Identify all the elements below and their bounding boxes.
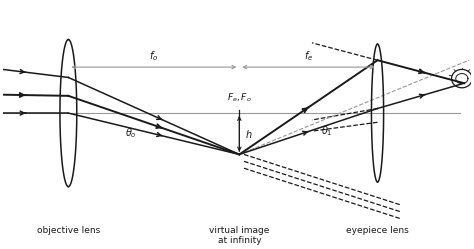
Text: $F_e, F_o$: $F_e, F_o$ xyxy=(227,91,252,104)
Text: eyepiece lens: eyepiece lens xyxy=(346,226,409,235)
Text: $\theta_o$: $\theta_o$ xyxy=(125,126,137,139)
Text: $f_e$: $f_e$ xyxy=(304,49,313,62)
Text: $\theta_1$: $\theta_1$ xyxy=(321,124,333,138)
Text: objective lens: objective lens xyxy=(37,226,100,235)
Text: virtual image
at infinity: virtual image at infinity xyxy=(209,226,270,245)
Text: $h$: $h$ xyxy=(245,128,253,140)
Text: $f_o$: $f_o$ xyxy=(149,49,158,62)
